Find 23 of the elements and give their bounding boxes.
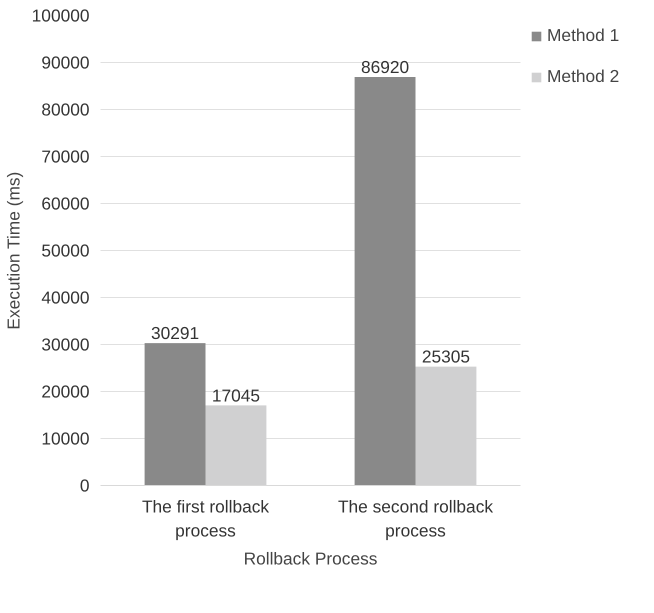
y-tick-label: 90000 xyxy=(41,52,90,72)
bar xyxy=(144,343,206,486)
x-axis-title: Rollback Process xyxy=(244,548,378,568)
y-tick-label: 0 xyxy=(80,476,90,496)
y-tick-label: 80000 xyxy=(41,100,90,120)
y-tick-label: 70000 xyxy=(41,146,90,166)
data-label: 30291 xyxy=(150,323,200,344)
y-tick-label: 50000 xyxy=(41,240,90,260)
legend-label: Method 2 xyxy=(547,66,620,87)
y-tick-label: 10000 xyxy=(41,428,90,448)
x-tick-label: The second rollback process xyxy=(338,496,494,540)
bar xyxy=(354,76,416,486)
y-tick-label: 60000 xyxy=(41,194,90,214)
data-label: 25305 xyxy=(422,346,470,367)
y-tick-label: 30000 xyxy=(41,334,90,354)
y-tick-label: 20000 xyxy=(41,382,90,402)
y-tick-label: 40000 xyxy=(41,288,90,308)
x-tick-label: The first rollback process xyxy=(142,496,270,540)
data-label: 17045 xyxy=(212,385,260,406)
y-axis-title: Execution Time (ms) xyxy=(4,172,24,330)
data-label: 86920 xyxy=(360,56,410,77)
y-tick-label: 100000 xyxy=(32,6,90,26)
legend-label: Method 1 xyxy=(547,25,620,46)
